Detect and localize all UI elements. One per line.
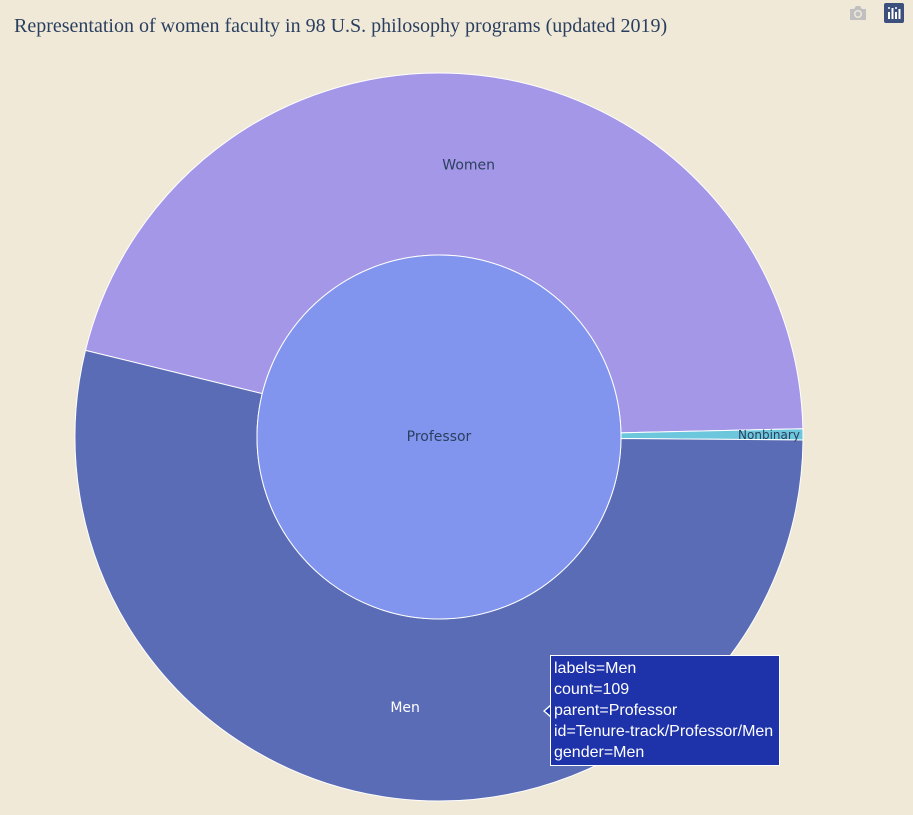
sunburst-root-segment[interactable] bbox=[256, 254, 622, 620]
chart-title: Representation of women faculty in 98 U.… bbox=[14, 15, 668, 37]
camera-icon[interactable] bbox=[847, 2, 869, 24]
tooltip-line-id: id=Tenure-track/Professor/Men bbox=[554, 723, 774, 740]
segment-label-women: Women bbox=[442, 158, 495, 174]
root-label: Professor bbox=[407, 429, 472, 445]
tooltip-pointer-fill bbox=[545, 706, 551, 716]
tooltip-line-labels: labels=Men bbox=[554, 660, 637, 677]
plotly-logo-icon[interactable] bbox=[883, 2, 905, 24]
tooltip-line-count: count=109 bbox=[554, 681, 630, 698]
tooltip-line-parent: parent=Professor bbox=[554, 702, 678, 719]
hover-tooltip: labels=Men count=109 parent=Professor id… bbox=[550, 655, 780, 766]
segment-label-nonbinary: Nonbinary bbox=[738, 428, 800, 442]
tooltip-line-gender: gender=Men bbox=[554, 744, 645, 761]
modebar bbox=[847, 2, 905, 24]
segment-label-men: Men bbox=[390, 700, 420, 716]
